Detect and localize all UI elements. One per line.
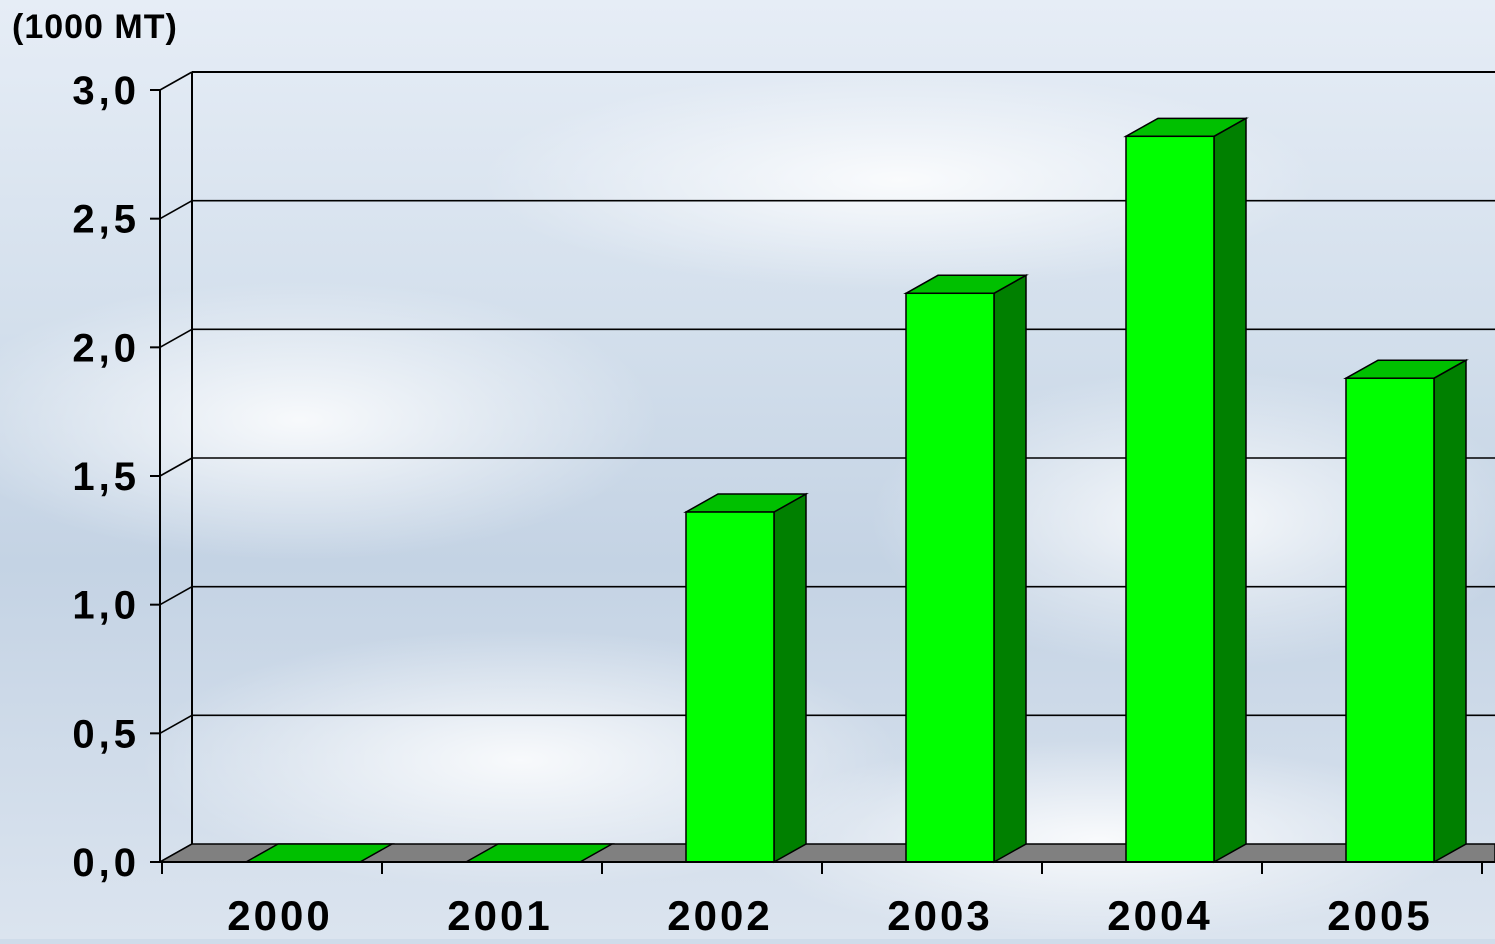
y-tick-label: 1,5 (72, 455, 140, 499)
x-tick-label: 2005 (1327, 892, 1432, 939)
x-tick-label: 2000 (227, 892, 332, 939)
axis-layer: 0,0 0,5 1,0 1,5 2,0 2,5 3,0 2000 2001 2002 2003 200… (72, 69, 1495, 939)
x-tick-label: 2002 (667, 892, 772, 939)
bar-side-face (1433, 358, 1467, 864)
x-tick-label: 2004 (1107, 892, 1212, 939)
y-tick-label: 0,5 (72, 712, 140, 756)
y-tick-label: 2,0 (72, 326, 140, 370)
bar-side-face (773, 492, 807, 864)
y-tick-label: 2,5 (72, 198, 140, 242)
bar-side-face (1213, 117, 1247, 864)
gridline-side (159, 199, 193, 220)
gridline-side (159, 585, 193, 606)
x-tick-label: 2001 (447, 892, 552, 939)
gridline-side (159, 71, 193, 91)
bar-front-face (1125, 135, 1215, 863)
y-axis-unit-label: (1000 MT) (12, 8, 178, 46)
y-tick-label: 1,0 (72, 584, 140, 628)
gridline-side (159, 714, 193, 735)
bar-2003 (903, 274, 1029, 864)
y-tick-label: 0,0 (72, 841, 140, 885)
bars-layer (243, 117, 1469, 864)
bar-front-face (685, 511, 775, 863)
y-tick-label: 3,0 (72, 69, 140, 113)
gridline-side (159, 328, 193, 349)
bar-side-face (993, 274, 1027, 864)
bar-front-face (1345, 377, 1435, 863)
bar-front-face (905, 292, 995, 863)
x-tick-label: 2003 (887, 892, 992, 939)
gridline-side (159, 457, 193, 477)
bar-2002 (683, 492, 809, 864)
bar-2005 (1343, 358, 1469, 864)
bar-2004 (1123, 117, 1249, 864)
